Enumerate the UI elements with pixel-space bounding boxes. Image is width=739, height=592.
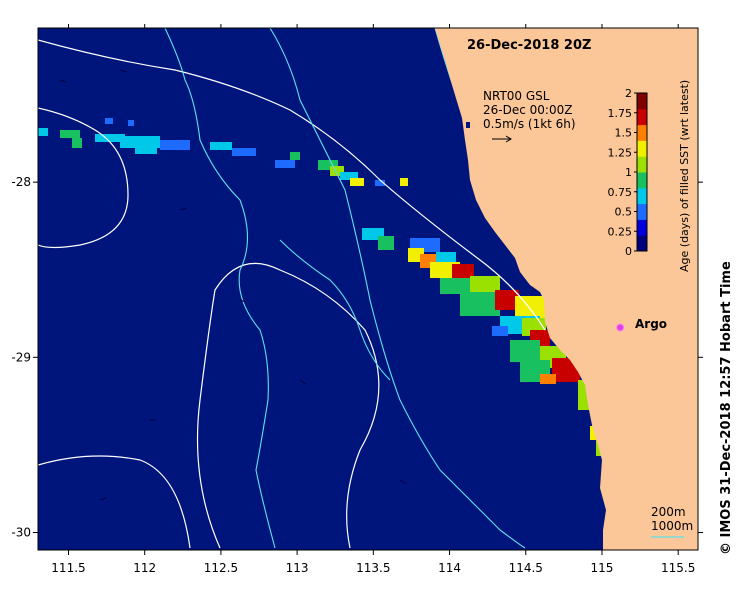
argo-float: Argo <box>616 317 667 332</box>
y-axis: -28 -29 -30 <box>11 175 703 539</box>
current-legend-scale: 0.5m/s (1kt 6h) <box>483 117 576 131</box>
colorbar-swatch <box>637 108 647 126</box>
argo-label: Argo <box>635 317 667 331</box>
x-tick-label: 112.5 <box>204 561 238 575</box>
colorbar-swatch <box>637 140 647 157</box>
x-tick-label: 113 <box>286 561 309 575</box>
x-tick-label: 115 <box>591 561 614 575</box>
current-vectors <box>59 69 407 501</box>
map-area <box>38 28 698 550</box>
current-legend-time: 26-Dec 00:00Z <box>483 103 572 117</box>
credit-text: © IMOS 31-Dec-2018 12:57 Hobart Time <box>719 261 734 555</box>
plot-frame <box>37 27 699 551</box>
x-tick-label: 113.5 <box>356 561 390 575</box>
colorbar-tick-label: 0.75 <box>608 186 633 199</box>
colorbar-tick-label: 1.25 <box>608 146 633 159</box>
map-title: 26-Dec-2018 20Z <box>467 38 591 53</box>
colorbar-swatch <box>637 187 647 205</box>
contour-1000m <box>38 39 546 549</box>
argo-marker-icon <box>616 323 625 332</box>
bathymetry-legend: 200m 1000m <box>651 505 693 538</box>
current-legend-source: NRT00 GSL <box>483 89 550 103</box>
bathymetry-legend-1000: 1000m <box>651 519 693 533</box>
land <box>435 28 698 550</box>
colorbar-tick-label: 1 <box>625 166 632 179</box>
colorbar: 0 0.25 0.5 0.75 1 1.25 1.5 1.75 2 Age (days) of … <box>608 80 692 272</box>
x-axis: 111.5 112 112.5 113 113.5 114 114.5 115 115.5 <box>51 24 695 575</box>
coastline-detail <box>410 30 470 128</box>
colorbar-tick-label: 0.5 <box>615 206 633 219</box>
current-legend: NRT00 GSL 26-Dec 00:00Z 0.5m/s (1kt 6h) <box>483 89 576 143</box>
colorbar-tick-label: 1.5 <box>615 127 633 140</box>
y-tick-label: -28 <box>11 175 31 189</box>
x-tick-label: 114.5 <box>509 561 543 575</box>
colorbar-swatch <box>637 156 647 173</box>
bathymetry-legend-200: 200m <box>651 505 686 519</box>
arrow-head-icon <box>505 135 512 143</box>
colorbar-swatch <box>637 203 647 220</box>
colorbar-tick-label: 1.75 <box>608 107 633 120</box>
colorbar-tick-label: 2 <box>625 87 632 100</box>
x-tick-label: 114 <box>438 561 461 575</box>
colorbar-swatch <box>637 93 647 110</box>
colorbar-swatch <box>637 219 647 236</box>
colorbar-swatch <box>637 235 647 252</box>
colorbar-swatch <box>637 172 647 189</box>
y-tick-label: -30 <box>11 525 31 539</box>
x-tick-label: 111.5 <box>51 561 85 575</box>
colorbar-swatch <box>637 124 647 141</box>
colorbar-title: Age (days) of filled SST (wrt latest) <box>678 80 691 272</box>
x-tick-label: 115.5 <box>661 561 695 575</box>
colorbar-tick-label: 0 <box>625 245 632 258</box>
x-tick-label: 112 <box>133 561 156 575</box>
colorbar-tick-label: 0.25 <box>608 225 633 238</box>
y-tick-label: -29 <box>11 350 31 364</box>
